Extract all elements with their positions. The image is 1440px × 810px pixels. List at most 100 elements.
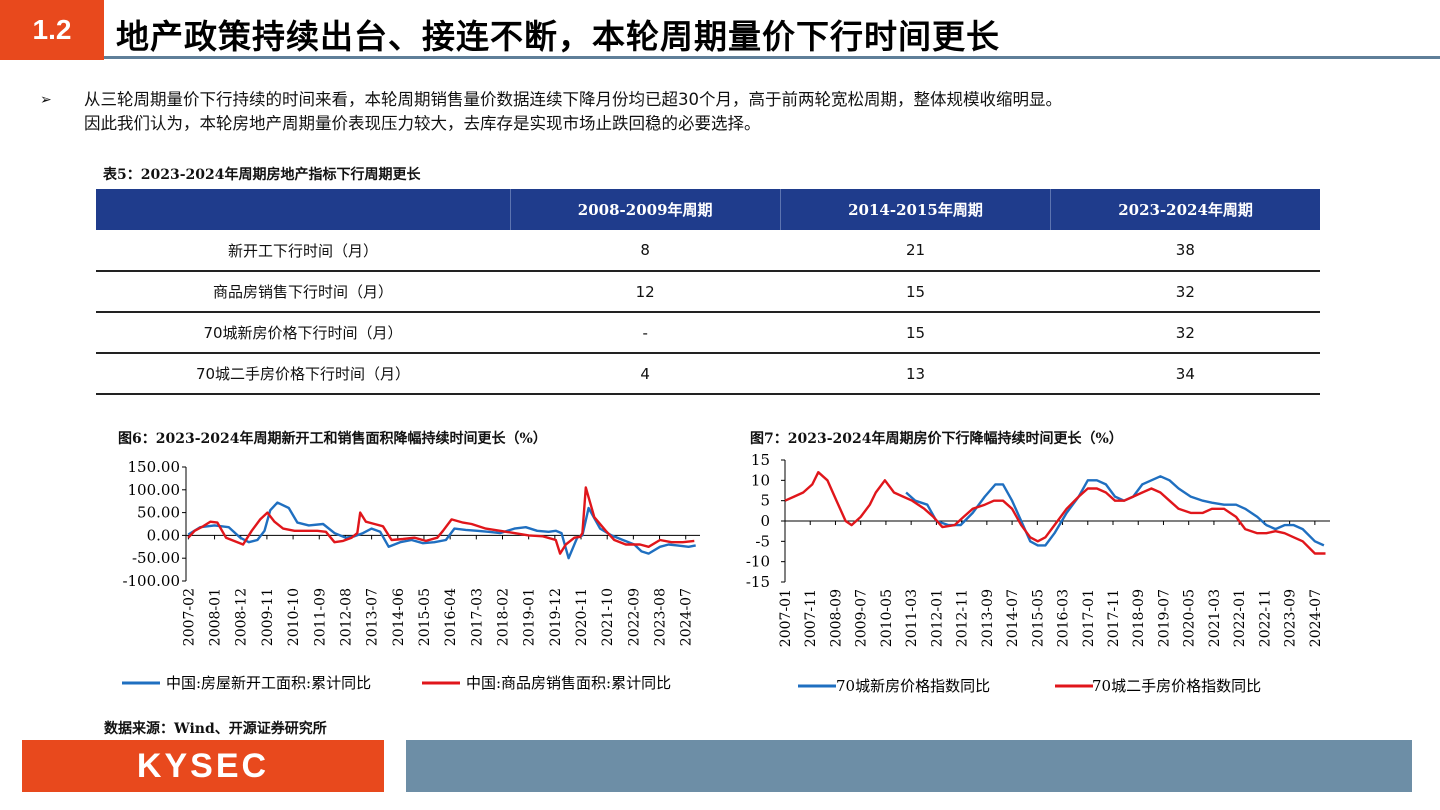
x-tick-label: 2011-09 [312,588,328,646]
x-tick-label: 2010-10 [286,588,302,646]
table-header-cell [96,189,510,230]
legend-label-2: 70城二手房价格指数同比 [1092,677,1261,695]
table-row: 商品房销售下行时间（月） 12 15 32 [96,271,1320,313]
x-tick-label: 2019-12 [548,588,564,646]
y-tick-label: 15 [751,452,770,469]
legend-label-1: 70城新房价格指数同比 [836,677,990,695]
x-tick-label: 2009-07 [854,589,870,647]
summary-bullet: ➢ 从三轮周期量价下行持续的时间来看，本轮周期销售量价数据连续下降月份均已超30… [40,88,1420,136]
table-caption: 表5：2023-2024年周期房地产指标下行周期更长 [103,167,421,183]
table-header-cell: 2014-2015年周期 [779,189,1051,230]
x-tick-label: 2011-03 [904,589,920,647]
series-line-2 [784,471,1326,555]
row-label: 商品房销售下行时间（月） [96,271,510,313]
table-cell: 8 [510,230,781,272]
bullet-line-2: 因此我们认为，本轮房地产周期量价表现压力较大，去库存是实现市场止跌回稳的必要选择… [84,114,761,133]
x-tick-label: 2022-09 [626,588,642,646]
x-tick-label: 2017-11 [1106,589,1122,647]
table-cell: 38 [1050,230,1320,272]
x-tick-label: 2020-11 [574,588,590,646]
x-tick-label: 2017-03 [469,588,485,646]
x-tick-label: 2020-05 [1182,589,1198,647]
table-row: 70城二手房价格下行时间（月） 4 13 34 [96,353,1320,395]
table-cell: 15 [780,312,1051,354]
chart-7-house-prices: 15 10 5 0 -5 -10 -15 2007-01 2007-11 2008-09 2009-… [746,452,1330,695]
table-header-cell: 2008-2009年周期 [509,189,781,230]
x-tick-label: 2014-06 [391,588,407,646]
arrow-bullet-icon: ➢ [40,92,52,108]
y-tick-label: 10 [751,471,770,489]
header-divider [104,56,1440,59]
x-tick-label: 2023-08 [653,588,669,646]
y-tick-label: 50.00 [137,504,180,522]
x-tick-label: 2012-11 [955,589,971,647]
row-label: 70城新房价格下行时间（月） [96,312,510,354]
x-tick-label: 2008-01 [208,588,224,646]
section-number-badge: 1.2 [0,0,104,60]
y-tick-label: 0 [760,512,770,530]
x-tick-label: 2013-09 [980,589,996,647]
x-tick-label: 2015-05 [417,588,433,646]
table-cell: 34 [1050,353,1320,395]
x-tick-label: 2022-11 [1257,589,1273,647]
cycle-duration-table: 2008-2009年周期 2014-2015年周期 2023-2024年周期 新… [96,189,1320,395]
x-tick-label: 2007-11 [803,589,819,647]
chart-7-title: 图7：2023-2024年周期房价下行降幅持续时间更长（%） [750,431,1123,447]
table-row: 新开工下行时间（月） 8 21 38 [96,230,1320,272]
data-source-note: 数据来源：Wind、开源证券研究所 [104,721,327,737]
y-tick-label: 5 [760,492,770,510]
y-tick-label: -100.00 [122,572,180,590]
series-line-1 [187,501,696,560]
row-label: 新开工下行时间（月） [96,230,510,272]
x-tick-label: 2023-09 [1283,589,1299,647]
x-tick-label: 2012-01 [929,589,945,647]
page-title: 地产政策持续出台、接连不断，本轮周期量价下行时间更长 [116,17,1000,56]
x-tick-label: 2015-05 [1030,589,1046,647]
footer-bar [406,740,1412,792]
y-tick-label: -10 [746,553,770,571]
table-cell: 4 [510,353,781,395]
table-cell: 15 [780,271,1051,313]
y-tick-label: -50.00 [132,549,180,567]
table-cell: 32 [1050,312,1320,354]
table-row: 70城新房价格下行时间（月） - 15 32 [96,312,1320,354]
x-tick-label: 2014-07 [1005,589,1021,647]
x-tick-label: 2021-10 [600,588,616,646]
y-tick-label: 0.00 [147,526,180,544]
footer-brand-bar: KYSEC [22,740,384,792]
chart-6-title: 图6：2023-2024年周期新开工和销售面积降幅持续时间更长（%） [118,431,547,447]
row-label: 70城二手房价格下行时间（月） [96,353,510,395]
x-tick-label: 2008-12 [234,588,250,646]
x-tick-label: 2021-03 [1207,589,1223,647]
table-cell: - [510,312,781,354]
legend-label-1: 中国:房屋新开工面积:累计同比 [166,674,371,692]
x-tick-label: 2018-09 [1131,589,1147,647]
table-header-row: 2008-2009年周期 2014-2015年周期 2023-2024年周期 [96,189,1320,230]
x-tick-label: 2024-07 [679,588,695,646]
section-number: 1.2 [32,14,72,45]
chart-6-construction-sales: 150.00 100.00 50.00 0.00 -50.00 -100.002007-0… [122,458,700,692]
x-tick-label: 2007-01 [778,589,794,647]
x-tick-label: 2016-03 [1056,589,1072,647]
table-header-cell: 2023-2024年周期 [1050,189,1320,230]
y-tick-label: -5 [755,532,770,550]
y-tick-label: -15 [746,573,770,591]
kysec-logo: KYSEC [136,746,270,785]
legend-label-2: 中国:商品房销售面积:累计同比 [466,674,671,692]
table-cell: 21 [780,230,1051,272]
x-tick-label: 2013-07 [365,588,381,646]
table-cell: 12 [510,271,781,313]
bullet-line-1: 从三轮周期量价下行持续的时间来看，本轮周期销售量价数据连续下降月份均已超30个月… [84,90,1062,109]
x-tick-label: 2019-01 [522,588,538,646]
x-tick-label: 2016-04 [443,588,459,646]
x-tick-label: 2019-07 [1156,589,1172,647]
y-tick-label: 150.00 [128,458,181,476]
x-tick-label: 2009-11 [260,588,276,646]
series-line-2 [187,486,695,555]
table-cell: 13 [780,353,1051,395]
x-tick-label: 2012-08 [338,588,354,646]
x-tick-label: 2017-01 [1081,589,1097,647]
x-tick-label: 2022-01 [1232,589,1248,647]
table-cell: 32 [1050,271,1320,313]
x-tick-label: 2024-07 [1308,589,1324,647]
